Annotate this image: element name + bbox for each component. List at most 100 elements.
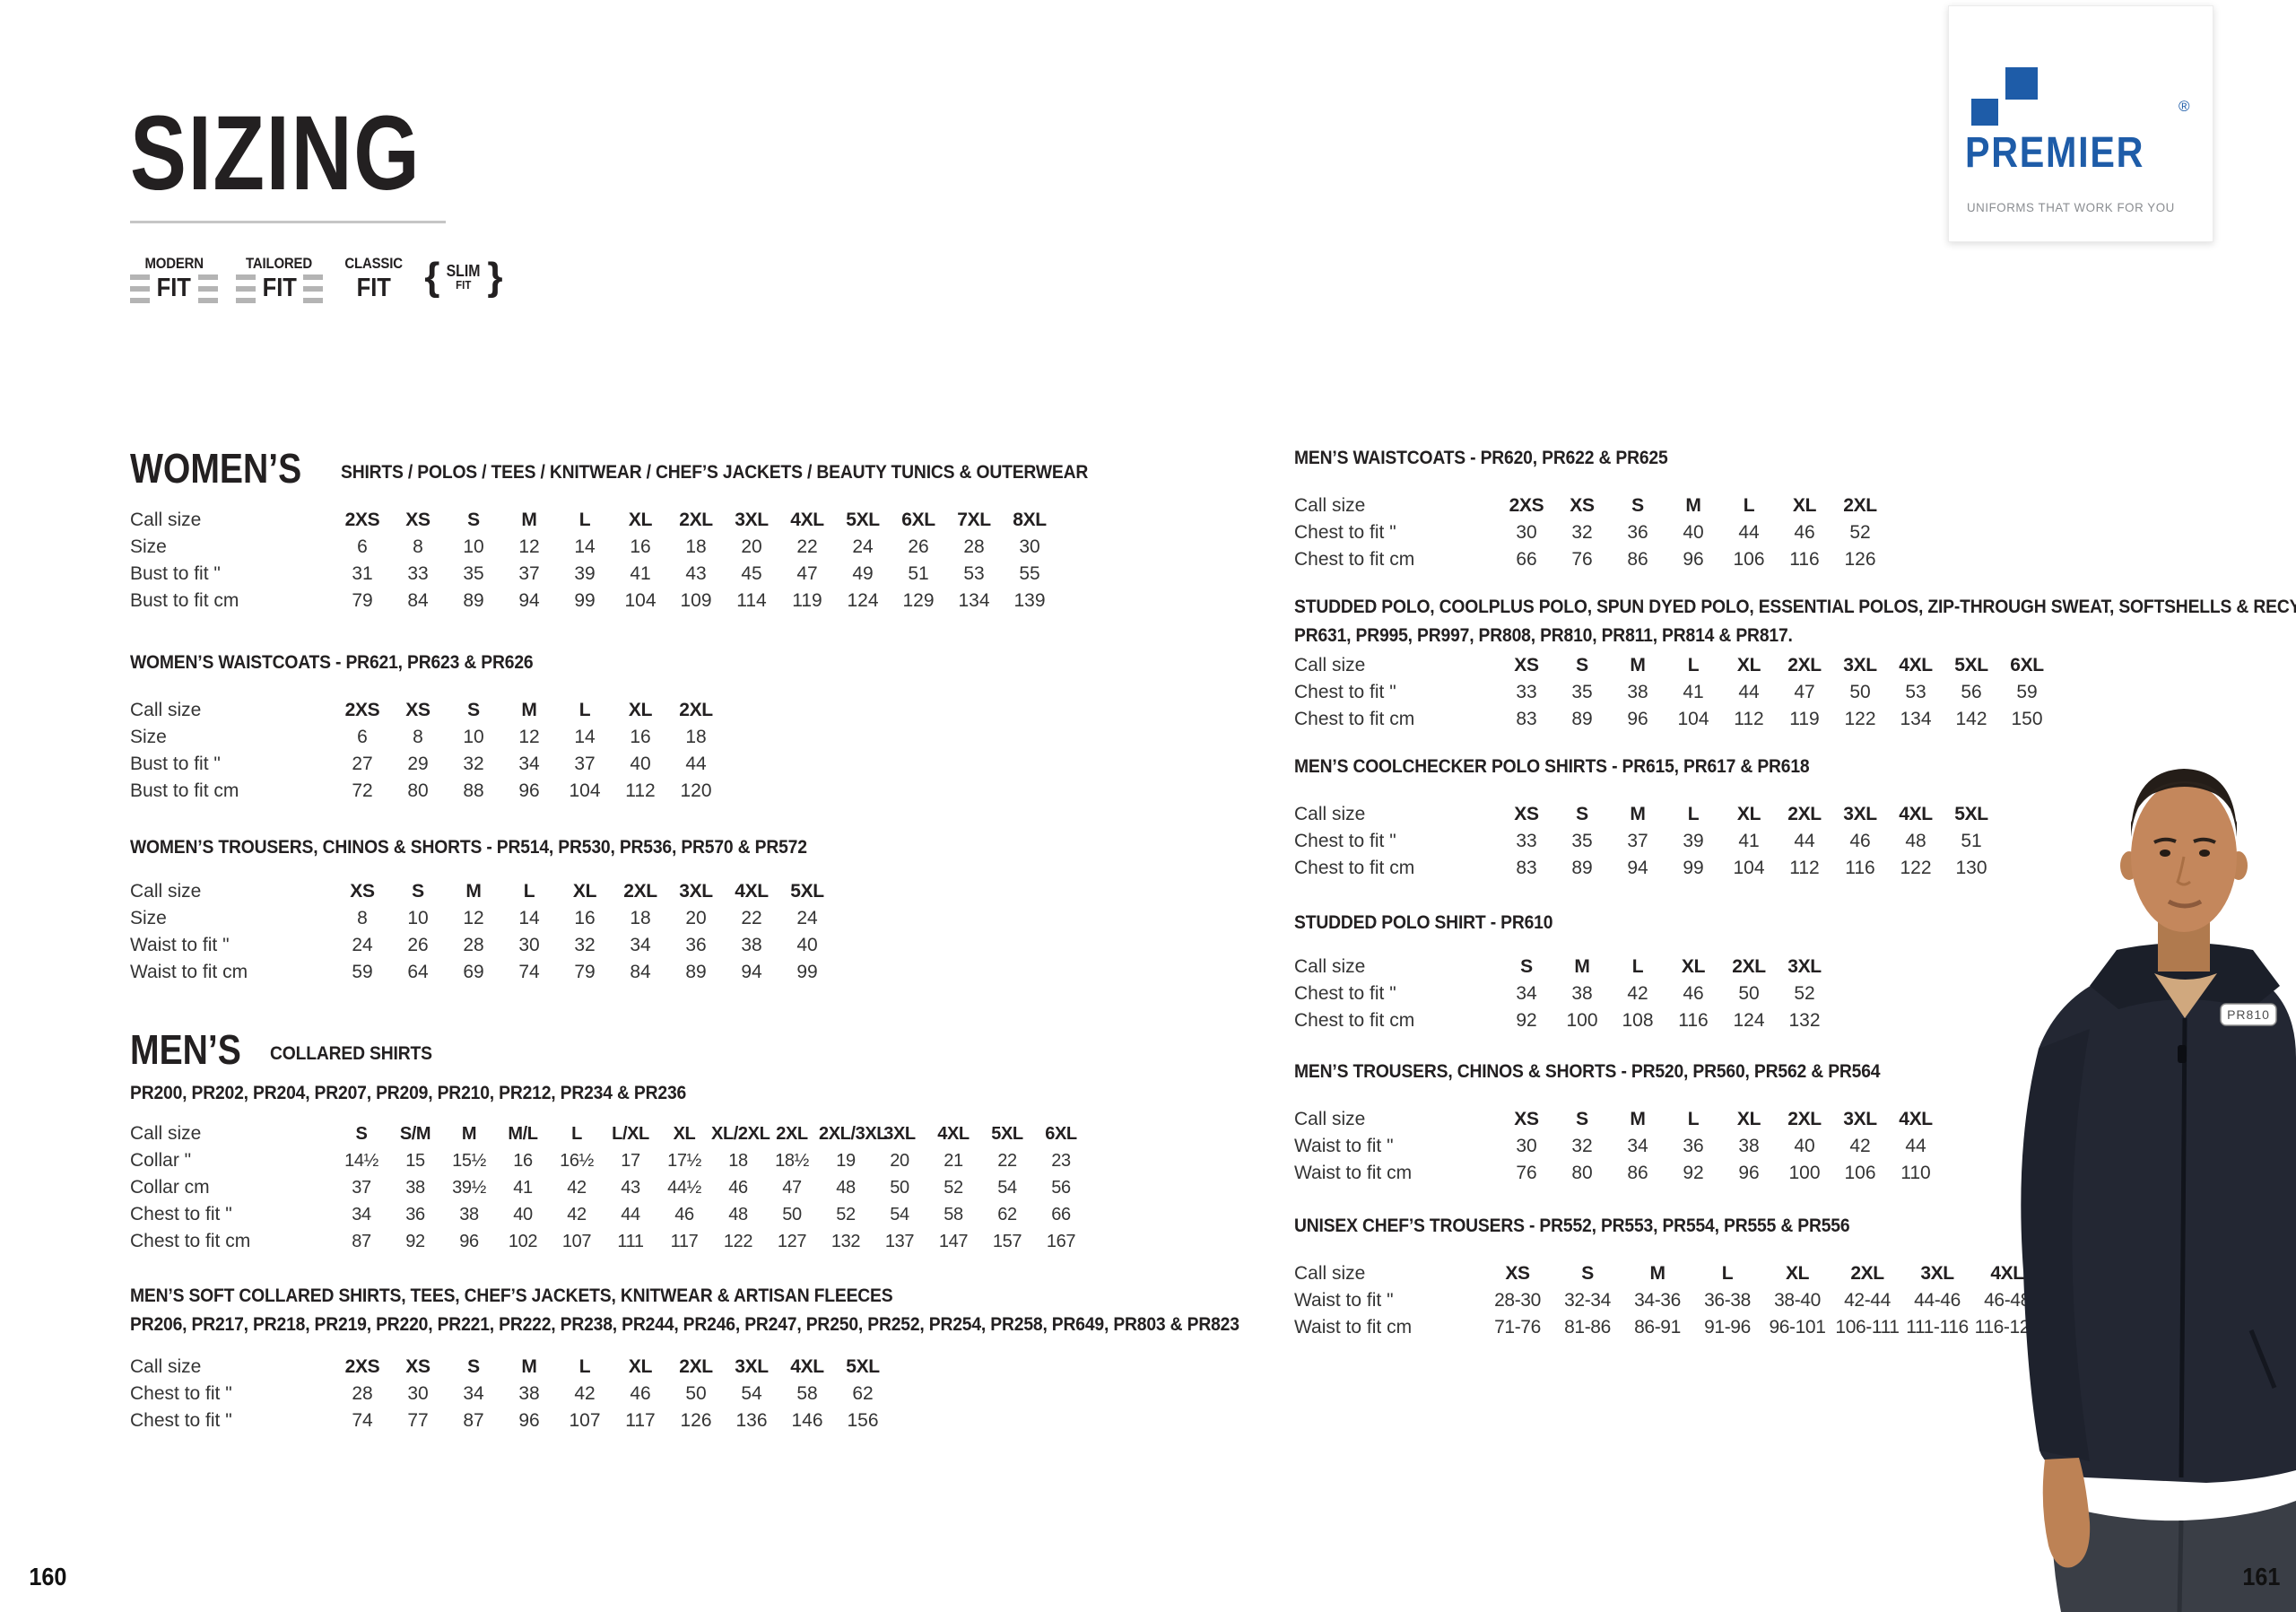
size-cell: 136: [735, 1410, 768, 1431]
size-cell: 107: [561, 1231, 592, 1251]
size-cell: 36-38: [1704, 1290, 1751, 1311]
fit-badge-word: FIT: [456, 278, 472, 292]
size-cell: M: [461, 1123, 477, 1144]
size-cell: 139: [1013, 590, 1046, 611]
size-cell: 76: [1571, 549, 1593, 570]
size-cell: 2XL: [776, 1123, 808, 1144]
size-cell: 14: [518, 908, 540, 928]
row-label: Chest to fit ": [130, 1204, 232, 1224]
size-cell: 32: [574, 935, 596, 955]
size-cell: 44: [621, 1204, 640, 1224]
size-cell: 5XL: [991, 1123, 1023, 1144]
size-cell: 132: [1788, 1010, 1821, 1031]
size-cell: 20: [741, 536, 762, 557]
size-cell: 10: [463, 727, 484, 747]
row-label: Call size: [130, 1356, 202, 1377]
size-cell: L: [1631, 956, 1644, 977]
row-label: Bust to fit ": [130, 754, 221, 774]
size-cell: 66: [1516, 549, 1537, 570]
size-cell: 157: [992, 1231, 1022, 1251]
size-cell: 83: [1516, 858, 1537, 878]
size-cell: 44: [1905, 1136, 1926, 1156]
size-cell: 16: [513, 1150, 533, 1171]
size-cell: 116: [1789, 549, 1820, 570]
size-cell: 50: [1849, 682, 1871, 702]
size-cell: XL: [1681, 956, 1706, 977]
size-cell: S: [1576, 1109, 1588, 1129]
size-cell: M: [1685, 495, 1701, 516]
size-cell: 4XL: [790, 510, 824, 530]
mens-trousers-table: Call size XS S M L XL 2XL 3XL 4XL Waist to fit " 3…: [1294, 1106, 2191, 1187]
studded-polo-group-table: Call size XS S M L XL 2XL 3XL 4XL 5XL 6XL Chest to …: [1294, 652, 2191, 733]
size-cell: L: [1743, 495, 1755, 516]
size-cell: XS: [405, 510, 430, 530]
size-cell: 104: [624, 590, 657, 611]
size-cell: 96: [459, 1231, 479, 1251]
fit-badge-word: FIT: [262, 274, 297, 302]
size-cell: 96: [518, 1410, 540, 1431]
size-cell: 37: [352, 1177, 371, 1198]
size-table-row: Chest to fit " 74 77 87 96 107 117 126 136 146 156: [130, 1407, 1188, 1434]
size-cell: 89: [1571, 709, 1593, 729]
size-cell: 94: [1627, 858, 1648, 878]
size-cell: 167: [1046, 1231, 1076, 1251]
size-cell: 48: [728, 1204, 748, 1224]
slim-fit-badge: { SLIM FIT }: [424, 257, 502, 297]
mens-subtitle: COLLARED SHIRTS: [270, 1043, 432, 1064]
size-cell: 52: [1849, 522, 1871, 543]
size-cell: 4XL: [735, 881, 769, 902]
size-cell: 3XL: [1843, 1109, 1877, 1129]
size-cell: 46: [1849, 831, 1871, 851]
title-block: SIZING: [130, 100, 493, 223]
womens-main-size-table: Call size 2XS XS S M L XL 2XL 3XL 4XL 5XL 6XL 7XL 8XL…: [130, 507, 1188, 614]
size-cell: S: [1520, 956, 1533, 977]
size-cell: 2XL: [623, 881, 657, 902]
size-cell: XL: [1785, 1263, 1810, 1284]
size-cell: 92: [405, 1231, 425, 1251]
size-cell: 71-76: [1494, 1317, 1541, 1338]
row-label: Size: [130, 536, 167, 557]
size-cell: 23: [1051, 1150, 1071, 1171]
size-cell: 45: [741, 563, 762, 584]
size-cell: 92: [1516, 1010, 1537, 1031]
page-number-left: 160: [29, 1563, 67, 1590]
size-cell: 80: [407, 780, 429, 801]
size-cell: 8XL: [1013, 510, 1047, 530]
size-cell: L: [1687, 804, 1700, 824]
size-cell: 16: [574, 908, 596, 928]
size-cell: L: [523, 881, 535, 902]
model-photo: PR810: [2021, 769, 2296, 1612]
size-cell: 2XS: [344, 510, 380, 530]
table-heading: WOMEN’S WAISTCOATS - PR621, PR623 & PR62…: [130, 652, 534, 673]
size-cell: 147: [938, 1231, 969, 1251]
size-cell: 111-116: [1906, 1317, 1969, 1338]
table-heading: MEN’S SOFT COLLARED SHIRTS, TEES, CHEF’S…: [130, 1285, 893, 1306]
size-table-row: Waist to fit cm 76 80 86 92 96 100 106 110: [1294, 1160, 2191, 1187]
size-cell: 17½: [667, 1150, 701, 1171]
size-table-row: Chest to fit cm 83 89 94 99 104 112 116 122 130: [1294, 855, 2191, 882]
size-cell: XL: [1736, 1109, 1761, 1129]
size-cell: 42: [567, 1204, 587, 1224]
size-cell: 4XL: [1899, 804, 1933, 824]
size-cell: 58: [944, 1204, 963, 1224]
table-heading-line2: PR206, PR217, PR218, PR219, PR220, PR221…: [130, 1314, 1239, 1335]
size-cell: S: [467, 700, 480, 720]
size-cell: 20: [685, 908, 707, 928]
row-label: Chest to fit cm: [1294, 709, 1415, 729]
size-cell: 74: [352, 1410, 373, 1431]
size-cell: 8: [413, 536, 423, 557]
size-cell: 62: [997, 1204, 1017, 1224]
premier-logo: PREMIER ® UNIFORMS THAT WORK FOR YOU: [1948, 5, 2213, 242]
size-cell: 10: [463, 536, 484, 557]
size-cell: 89: [463, 590, 484, 611]
size-table-row: Waist to fit cm 71-76 81-86 86-91 91-96 96-10…: [1294, 1314, 2191, 1341]
size-cell: 37: [1627, 831, 1648, 851]
size-cell: 79: [352, 590, 373, 611]
size-cell: 79: [574, 962, 596, 982]
size-cell: 44: [1738, 682, 1760, 702]
size-cell: 111: [617, 1231, 644, 1251]
size-cell: 47: [796, 563, 818, 584]
fit-badge-word: FIT: [356, 274, 391, 302]
size-cell: 46: [674, 1204, 694, 1224]
mens-title: MEN’S: [130, 1026, 241, 1073]
